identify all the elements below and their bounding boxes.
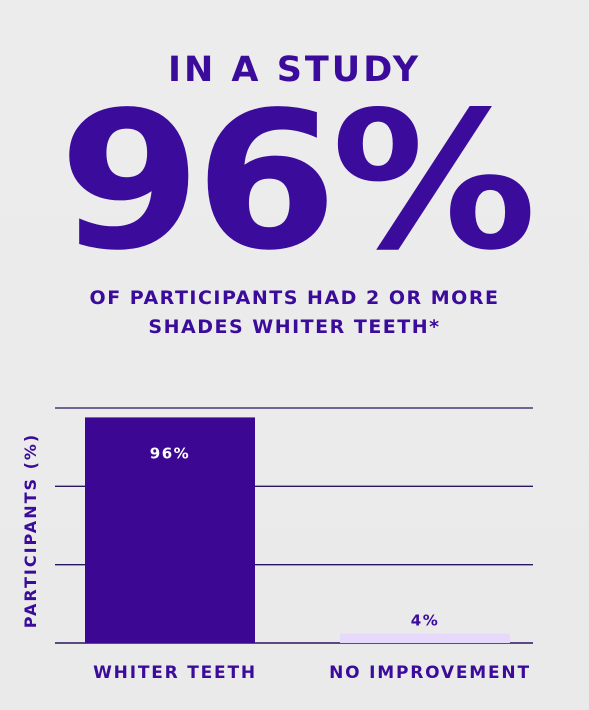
bar-value-label: 96%: [150, 444, 190, 462]
subhead-line-1: OF PARTICIPANTS HAD 2 OR MORE: [89, 287, 500, 309]
category-label: WHITER TEETH: [93, 663, 257, 683]
study-kicker: IN A STUDY: [167, 50, 422, 90]
category-label: NO IMPROVEMENT: [329, 663, 531, 683]
chart-bars: [85, 417, 510, 643]
y-axis-label: PARTICIPANTS (%): [21, 433, 40, 629]
bar-no-improvement: [340, 633, 510, 643]
headline-subtext: OF PARTICIPANTS HAD 2 OR MORE SHADES WHI…: [0, 284, 589, 342]
bar-value-label: 4%: [411, 612, 439, 630]
chart-labels: 96% WHITER TEETH 4% NO IMPROVEMENT: [93, 444, 531, 683]
headline-stat: 96%: [58, 71, 537, 292]
subhead-line-2: SHADES WHITER TEETH*: [148, 316, 441, 338]
bar-whiter-teeth: [85, 417, 255, 643]
